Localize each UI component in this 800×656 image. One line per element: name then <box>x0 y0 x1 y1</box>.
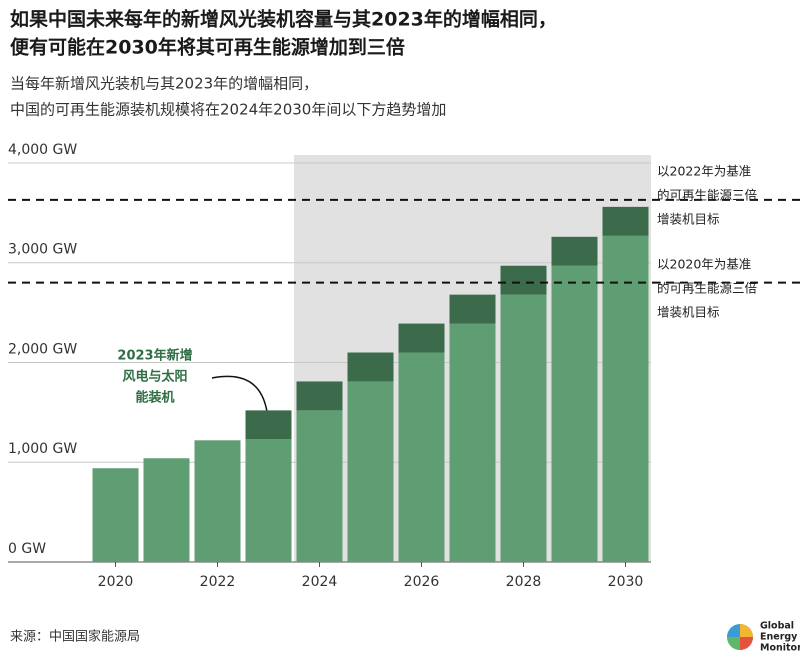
bar-segment <box>500 294 547 562</box>
bar-segment <box>449 294 496 324</box>
bar-segment <box>398 352 445 562</box>
y-tick-label: 1,000 GW <box>8 441 77 457</box>
x-tick-label: 2024 <box>302 574 338 590</box>
annotation: 2023年新增 <box>117 348 192 364</box>
bar-segment <box>602 206 649 236</box>
source: 来源：中国国家能源局 <box>10 629 140 645</box>
bar-segment <box>551 236 598 266</box>
annotation: 能装机 <box>135 390 174 406</box>
target-label: 的可再生能源三倍 <box>657 188 757 203</box>
bar-segment <box>449 323 496 562</box>
x-tick-label: 2026 <box>404 574 440 590</box>
y-tick-label: 3,000 GW <box>8 242 77 258</box>
bar-segment <box>347 352 394 382</box>
target-label: 的可再生能源三倍 <box>657 281 757 296</box>
logo-mark <box>727 624 753 650</box>
y-tick-label: 0 GW <box>8 541 46 557</box>
chart-title: 便有可能在2030年将其可再生能源增加到三倍 <box>10 36 405 59</box>
bar-segment <box>245 410 292 440</box>
logo-text: Energy <box>760 632 798 643</box>
chart-subtitle: 当每年新增风光装机与其2023年的增幅相同， <box>10 75 318 93</box>
bar-segment <box>296 381 343 411</box>
annotation-arrow <box>211 375 274 426</box>
y-tick-label: 2,000 GW <box>8 341 77 357</box>
annotation: 风电与太阳 <box>122 369 187 385</box>
x-tick-label: 2020 <box>98 574 134 590</box>
bar-segment <box>398 323 445 353</box>
target-label: 增装机目标 <box>657 305 720 320</box>
bar-segment <box>500 265 547 295</box>
bar-segment <box>143 458 190 562</box>
chart-title: 如果中国未来每年的新增风光装机容量与其2023年的增幅相同， <box>10 8 557 31</box>
bar-segment <box>92 468 139 562</box>
bar-segment <box>602 235 649 563</box>
logo-text: Global <box>760 621 794 632</box>
bar-segment <box>551 265 598 562</box>
x-tick-label: 2030 <box>608 574 644 590</box>
y-tick-label: 4,000 GW <box>8 142 77 158</box>
x-tick-label: 2022 <box>200 574 236 590</box>
bar-segment <box>245 439 292 562</box>
target-label: 增装机目标 <box>657 212 720 227</box>
target-label: 以2022年为基准 <box>657 164 751 179</box>
target-label: 以2020年为基准 <box>657 257 751 272</box>
chart-subtitle: 中国的可再生能源装机规模将在2024年2030年间以下方趋势增加 <box>10 101 446 119</box>
bar-segment <box>347 381 394 562</box>
x-tick-label: 2028 <box>506 574 542 590</box>
bar-segment <box>296 410 343 562</box>
logo-text: Monitor <box>760 643 800 654</box>
bar-segment <box>194 440 241 562</box>
